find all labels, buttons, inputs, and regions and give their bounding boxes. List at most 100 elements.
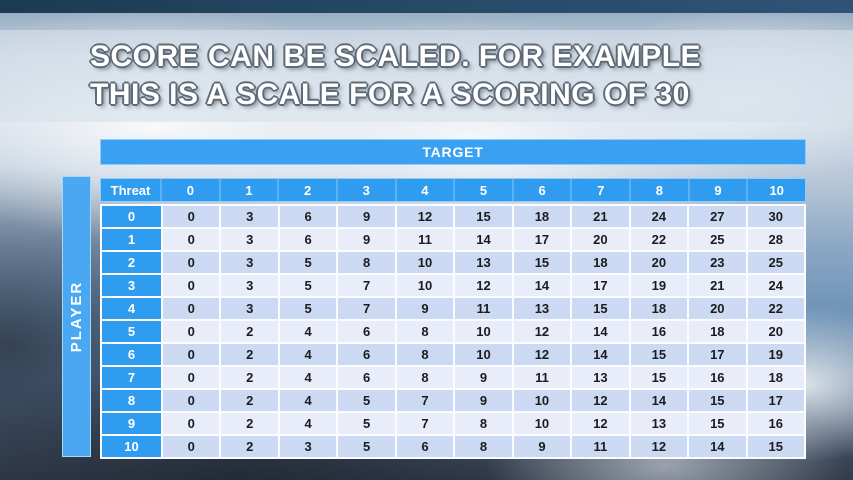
score-cell: 0 bbox=[163, 436, 220, 457]
score-cell: 15 bbox=[689, 390, 746, 411]
score-cell: 10 bbox=[513, 390, 571, 411]
score-cell: 9 bbox=[455, 390, 512, 411]
score-cell: 9 bbox=[338, 206, 395, 227]
score-cell: 2 bbox=[221, 390, 278, 411]
score-cell: 3 bbox=[221, 298, 278, 319]
score-cell: 4 bbox=[279, 413, 337, 434]
score-cell: 14 bbox=[513, 275, 571, 296]
score-cell: 2 bbox=[221, 367, 278, 388]
row-header-cell: 7 bbox=[102, 367, 161, 388]
row-header-cell: 3 bbox=[102, 275, 161, 296]
column-header-cell: 8 bbox=[631, 179, 688, 201]
score-cell: 8 bbox=[396, 344, 454, 365]
score-cell: 14 bbox=[630, 390, 688, 411]
score-cell: 3 bbox=[221, 252, 278, 273]
score-cell: 10 bbox=[455, 321, 512, 342]
column-header-cell: 6 bbox=[513, 179, 571, 201]
score-cell: 6 bbox=[338, 344, 395, 365]
row-header-cell: 0 bbox=[102, 206, 161, 227]
row-header-cell: 9 bbox=[102, 413, 161, 434]
score-cell: 6 bbox=[338, 321, 395, 342]
score-cell: 8 bbox=[396, 367, 454, 388]
score-cell: 6 bbox=[396, 436, 454, 457]
score-cell: 20 bbox=[747, 321, 804, 342]
score-cell: 12 bbox=[513, 344, 571, 365]
score-cell: 22 bbox=[630, 229, 688, 250]
slide-title: SCORE CAN BE SCALED. FOR EXAMPLE THIS IS… bbox=[90, 38, 701, 114]
row-header-cell: 2 bbox=[102, 252, 161, 273]
score-cell: 0 bbox=[163, 252, 220, 273]
row-header-cell: 8 bbox=[102, 390, 161, 411]
score-cell: 13 bbox=[513, 298, 571, 319]
score-cell: 18 bbox=[747, 367, 804, 388]
score-cell: 16 bbox=[689, 367, 746, 388]
score-cell: 20 bbox=[572, 229, 629, 250]
score-cell: 3 bbox=[221, 229, 278, 250]
score-cell: 22 bbox=[747, 298, 804, 319]
score-cell: 9 bbox=[455, 367, 512, 388]
column-header-cell: 0 bbox=[162, 179, 219, 201]
score-cell: 14 bbox=[689, 436, 746, 457]
score-cell: 20 bbox=[630, 252, 688, 273]
score-cell: 12 bbox=[630, 436, 688, 457]
score-cell: 0 bbox=[163, 298, 220, 319]
score-cell: 8 bbox=[455, 436, 512, 457]
score-cell: 8 bbox=[338, 252, 395, 273]
score-cell: 18 bbox=[513, 206, 571, 227]
score-cell: 14 bbox=[572, 321, 629, 342]
score-cell: 15 bbox=[572, 298, 629, 319]
column-header-cell: 5 bbox=[455, 179, 512, 201]
score-cell: 13 bbox=[455, 252, 512, 273]
slide-title-line2: THIS IS A SCALE FOR A SCORING OF 30 bbox=[90, 78, 690, 111]
score-cell: 10 bbox=[513, 413, 571, 434]
score-cell: 4 bbox=[279, 390, 337, 411]
score-cell: 25 bbox=[747, 252, 804, 273]
score-cell: 17 bbox=[572, 275, 629, 296]
score-cell: 2 bbox=[221, 344, 278, 365]
score-cell: 2 bbox=[221, 413, 278, 434]
score-cell: 12 bbox=[572, 413, 629, 434]
target-label: TARGET bbox=[422, 144, 484, 160]
score-cell: 7 bbox=[338, 275, 395, 296]
score-cell: 10 bbox=[396, 252, 454, 273]
row-header-cell: 6 bbox=[102, 344, 161, 365]
score-cell: 15 bbox=[455, 206, 512, 227]
score-cell: 23 bbox=[689, 252, 746, 273]
score-cell: 24 bbox=[630, 206, 688, 227]
score-cell: 18 bbox=[689, 321, 746, 342]
score-cell: 12 bbox=[513, 321, 571, 342]
score-cell: 15 bbox=[513, 252, 571, 273]
column-header-cell: 2 bbox=[279, 179, 336, 201]
score-cell: 16 bbox=[747, 413, 804, 434]
score-cell: 0 bbox=[163, 275, 220, 296]
score-cell: 11 bbox=[455, 298, 512, 319]
score-cell: 5 bbox=[338, 390, 395, 411]
score-cell: 5 bbox=[279, 275, 337, 296]
score-cell: 11 bbox=[396, 229, 454, 250]
score-cell: 9 bbox=[338, 229, 395, 250]
score-cell: 8 bbox=[396, 321, 454, 342]
row-header-cell: 10 bbox=[102, 436, 161, 457]
column-header-cell: 1 bbox=[220, 179, 278, 201]
threat-header-cell: Threat bbox=[101, 179, 160, 201]
score-cell: 3 bbox=[279, 436, 337, 457]
score-cell: 11 bbox=[572, 436, 629, 457]
score-cell: 12 bbox=[455, 275, 512, 296]
score-cell: 18 bbox=[630, 298, 688, 319]
score-cell: 0 bbox=[163, 367, 220, 388]
player-label: PLAYER bbox=[68, 280, 85, 353]
title-band: SCORE CAN BE SCALED. FOR EXAMPLE THIS IS… bbox=[0, 30, 853, 122]
score-cell: 8 bbox=[455, 413, 512, 434]
row-header-cell: 4 bbox=[102, 298, 161, 319]
row-header-cell: 1 bbox=[102, 229, 161, 250]
score-cell: 5 bbox=[338, 436, 395, 457]
score-cell: 0 bbox=[163, 206, 220, 227]
score-cell: 7 bbox=[338, 298, 395, 319]
score-cell: 6 bbox=[338, 367, 395, 388]
score-cell: 13 bbox=[572, 367, 629, 388]
column-header-cell: 10 bbox=[748, 179, 805, 201]
score-cell: 7 bbox=[396, 390, 454, 411]
player-header-bar: PLAYER bbox=[62, 176, 91, 457]
score-cell: 17 bbox=[747, 390, 804, 411]
